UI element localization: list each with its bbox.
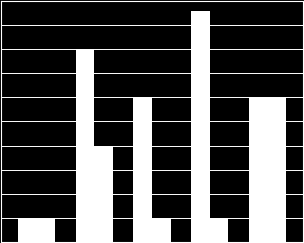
Bar [192, 11, 210, 242]
Bar [268, 97, 286, 242]
Bar [210, 217, 229, 242]
Bar [94, 146, 112, 242]
Bar [133, 97, 152, 242]
Bar [249, 97, 268, 242]
Bar [36, 217, 55, 242]
Bar [152, 217, 171, 242]
Bar [75, 49, 94, 242]
Bar [18, 217, 36, 242]
